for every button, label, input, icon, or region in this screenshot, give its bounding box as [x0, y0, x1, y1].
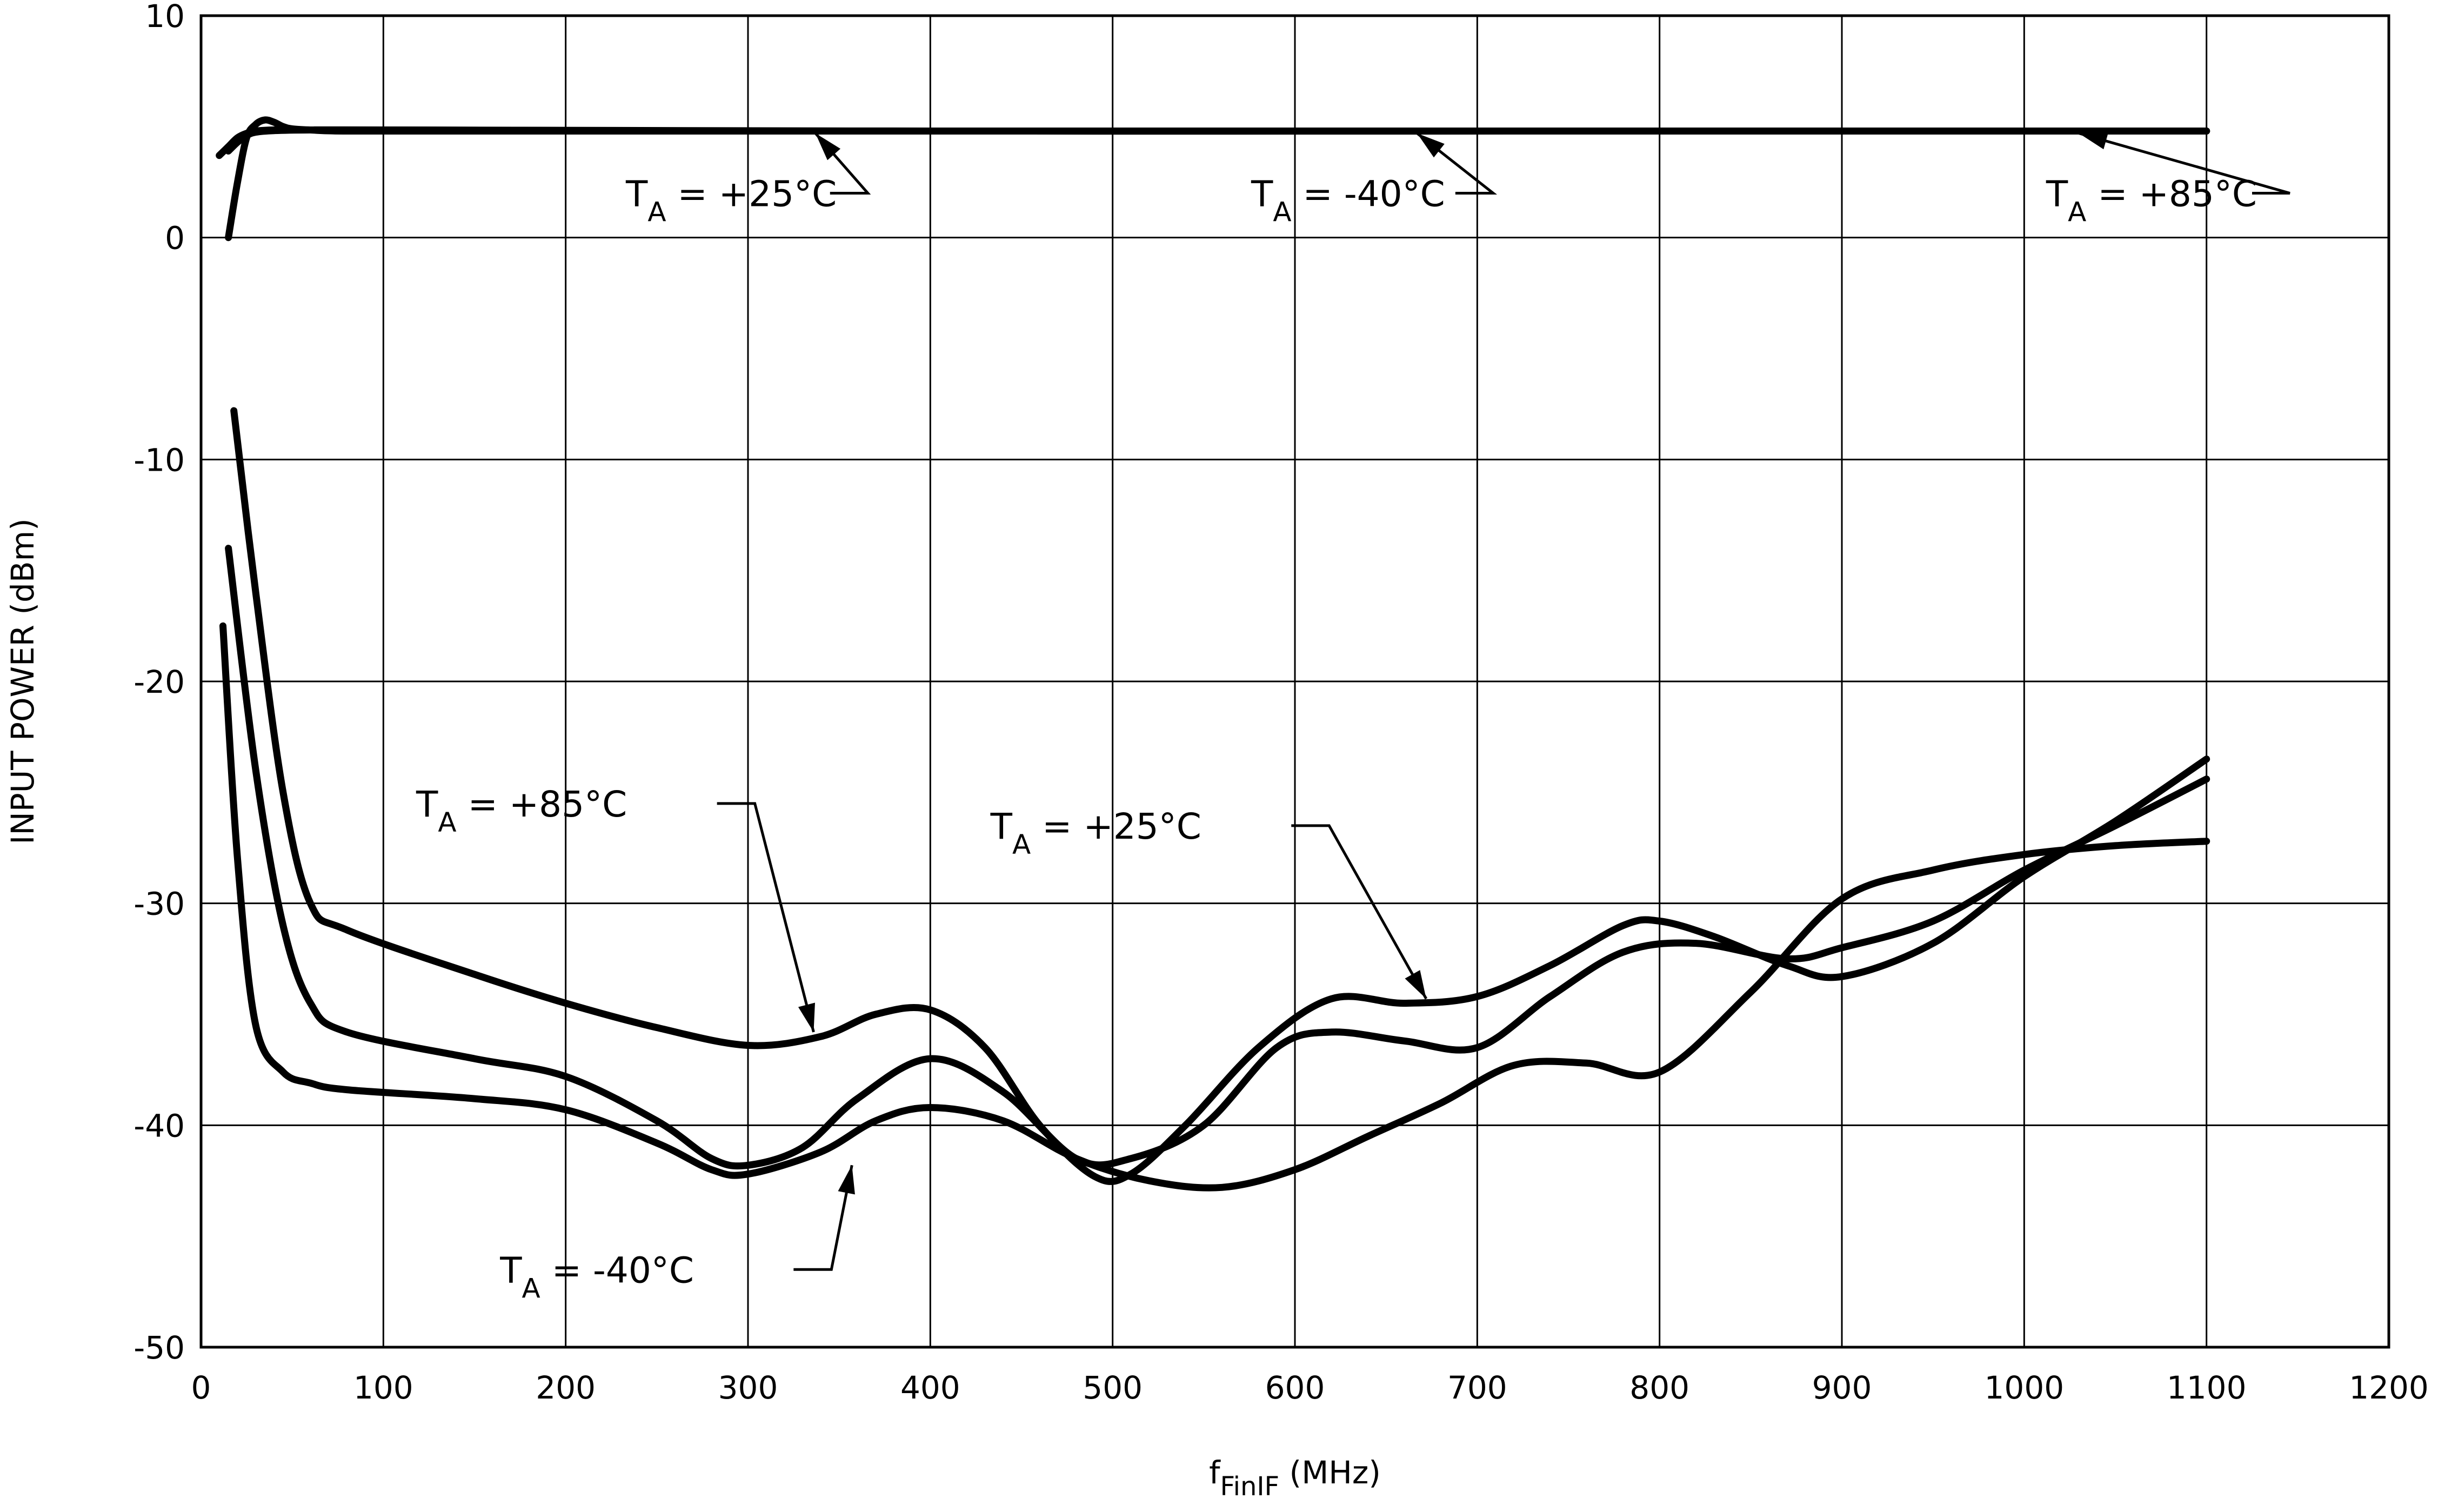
ann-top-p25: TA = +25°C: [625, 132, 871, 228]
y-tick-label: -40: [133, 1107, 185, 1144]
ann-low-p85: TA = +85°C: [416, 784, 815, 1033]
curve-layer: [216, 116, 2210, 1192]
annotation-label: TA = -40°C: [499, 1249, 694, 1304]
arrowhead-icon: [1417, 133, 1445, 158]
annotation-leader: [793, 1165, 853, 1271]
series-lower-m40: [219, 622, 2210, 1192]
tick-label-layer: 0 100 200 300 400 500 600 700 800 900 1000 1100 1200…: [133, 0, 2429, 1406]
x-axis-label-sub: FinIF: [1220, 1471, 1279, 1502]
annotation-label: TA = +85°C: [416, 784, 627, 838]
annotation-layer: TA = +25°C TA = -40°C TA = +85°C TA = +85°C…: [416, 132, 2290, 1304]
x-tick-label: 300: [718, 1369, 778, 1406]
arrowhead-icon: [815, 133, 841, 160]
y-tick-label: 10: [145, 0, 185, 35]
plot-frame: [199, 14, 2390, 1349]
annotation-leader: [1416, 132, 1498, 195]
x-tick-label: 0: [191, 1369, 211, 1406]
y-tick-label: -30: [133, 886, 185, 922]
arrowhead-icon: [2079, 132, 2108, 150]
ann-low-m40: TA = -40°C: [499, 1165, 855, 1304]
ann-top-m40: TA = -40°C: [1251, 132, 1498, 228]
annotation-label: TA = +85°C: [2046, 173, 2257, 228]
series-lower-p85: [230, 407, 2210, 1185]
arrowhead-icon: [1405, 970, 1426, 999]
ann-top-p85: TA = +85°C: [2046, 132, 2290, 228]
y-tick-label: -20: [133, 664, 185, 700]
x-tick-label: 400: [900, 1369, 960, 1406]
series-lower-p25: [225, 545, 2210, 1170]
y-axis-label: INPUT POWER (dBm): [4, 518, 41, 845]
ann-low-p25: TA = +25°C: [990, 806, 1428, 1000]
annotation-leader: [2078, 132, 2290, 195]
x-axis-label: fFinIF (MHz): [1209, 1454, 1381, 1502]
y-tick-label: -10: [133, 441, 185, 478]
y-tick-label: 0: [165, 220, 185, 257]
x-tick-label: 1200: [2349, 1369, 2429, 1406]
x-tick-label: 100: [353, 1369, 413, 1406]
arrowhead-icon: [798, 1002, 815, 1032]
x-tick-label: 1000: [1985, 1369, 2065, 1406]
x-axis-label-units: (MHz): [1279, 1454, 1381, 1491]
grid-layer: [200, 15, 2390, 1348]
series-upper-p25: [225, 116, 2210, 242]
x-tick-label: 800: [1629, 1369, 1689, 1406]
x-axis-label-main: f: [1209, 1454, 1221, 1491]
annotation-leader: [717, 802, 815, 1033]
x-tick-label: 1100: [2167, 1369, 2247, 1406]
x-tick-label: 600: [1265, 1369, 1325, 1406]
x-tick-label: 900: [1812, 1369, 1872, 1406]
annotation-leader: [1291, 824, 1428, 1000]
arrowhead-icon: [838, 1165, 855, 1195]
annotation-label: TA = -40°C: [1251, 173, 1445, 228]
x-tick-label: 500: [1083, 1369, 1143, 1406]
series-upper-p85: [225, 126, 2210, 155]
x-tick-label: 700: [1447, 1369, 1507, 1406]
annotation-label: TA = +25°C: [990, 806, 1201, 860]
y-tick-label: -50: [133, 1329, 185, 1366]
x-tick-label: 200: [536, 1369, 596, 1406]
annotation-label: TA = +25°C: [625, 173, 837, 228]
